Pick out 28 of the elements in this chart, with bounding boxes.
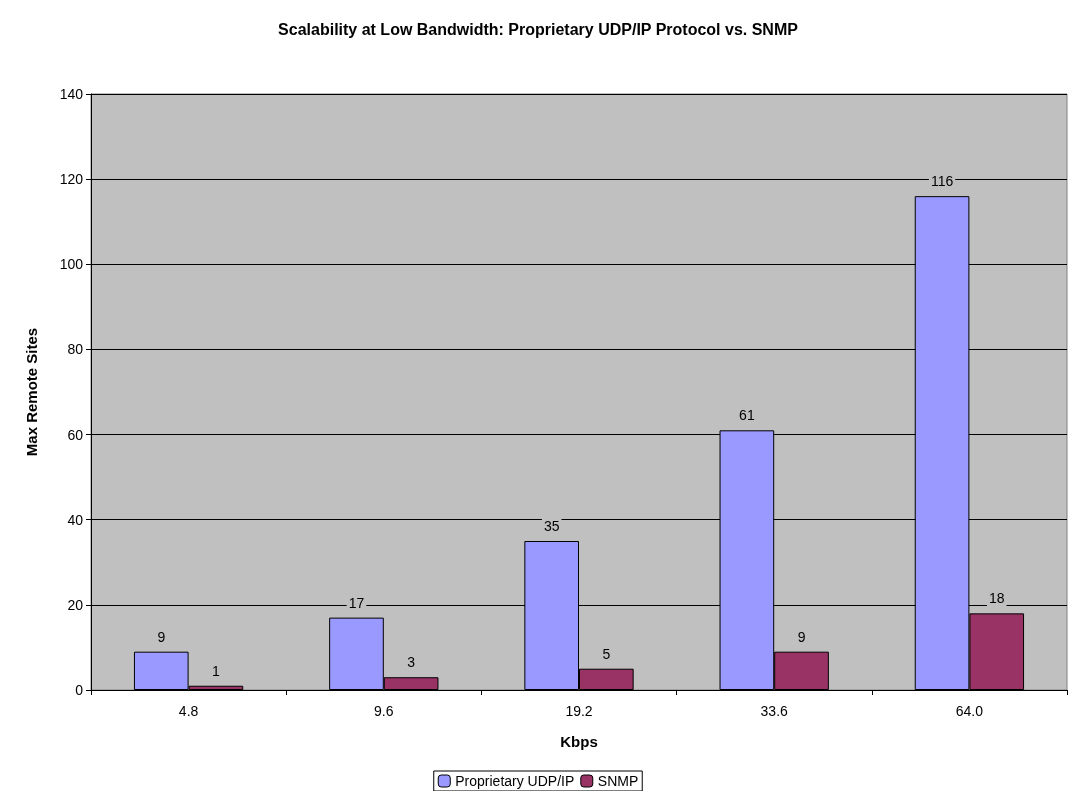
y-tick-label: 60 [67,426,84,443]
data-label: 61 [739,407,755,424]
chart-title: Scalability at Low Bandwidth: Proprietary UDP/IP Protocol vs. SNMP [278,20,799,38]
data-label: 5 [602,645,611,662]
data-label: 116 [930,173,954,190]
x-tick-label: 33.6 [760,703,789,719]
x-tick-label: 19.2 [565,703,593,719]
data-label: 17 [348,594,365,611]
y-tick-label: 120 [59,171,84,188]
data-label: 9 [797,628,806,645]
legend-label: Proprietary UDP/IP [455,773,575,789]
y-tick-label: 0 [75,682,84,698]
x-tick-label: 64.0 [955,703,984,719]
y-tick-label: 40 [67,511,84,528]
y-tick-label: 80 [67,341,84,358]
x-tick-label: 4.8 [178,703,199,719]
x-tick-label: 9.6 [374,703,394,719]
y-tick-label: 140 [59,86,84,102]
y-tick-label: 20 [67,596,84,613]
legend-label: SNMP [597,773,639,789]
data-label: 35 [543,518,560,534]
x-axis-title: Kbps [560,733,598,750]
data-label: 3 [407,654,416,671]
y-tick-label: 100 [59,256,84,273]
data-label: 18 [988,590,1005,607]
data-label: 1 [212,662,221,679]
y-axis-title: Max Remote Sites [23,327,40,457]
data-label: 9 [157,628,166,645]
